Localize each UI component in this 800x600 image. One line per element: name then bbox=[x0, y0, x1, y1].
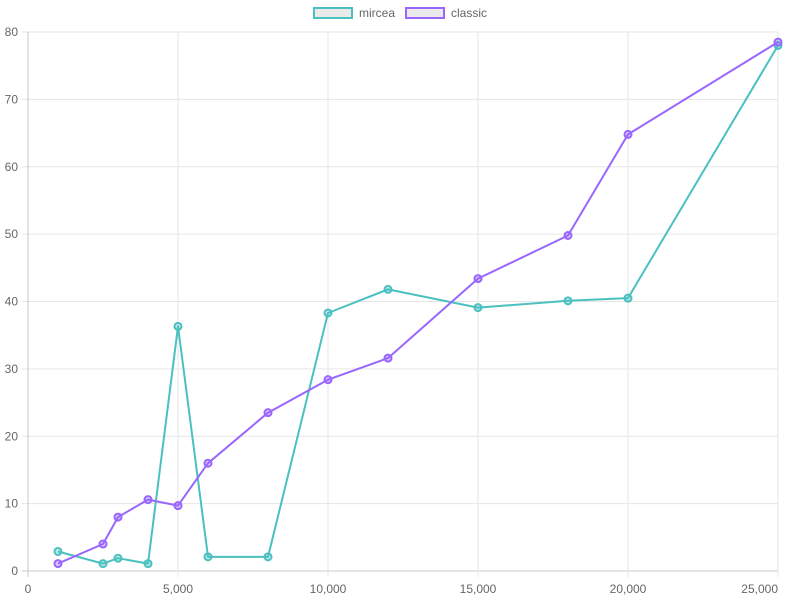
data-point-classic bbox=[143, 495, 153, 505]
data-point-classic bbox=[203, 458, 213, 468]
data-point-mircea bbox=[323, 308, 333, 318]
y-tick-label: 80 bbox=[5, 25, 19, 39]
data-point-mircea bbox=[98, 559, 108, 569]
data-point-mircea bbox=[263, 552, 273, 562]
data-point-classic bbox=[623, 129, 633, 139]
data-point-mircea bbox=[383, 284, 393, 294]
series-line-classic bbox=[57, 41, 779, 565]
legend-label-mircea: mircea bbox=[358, 6, 395, 20]
data-point-mircea bbox=[473, 303, 483, 313]
data-point-classic bbox=[773, 37, 783, 47]
data-point-classic bbox=[473, 274, 483, 284]
legend-swatch-mircea bbox=[312, 7, 353, 19]
y-tick-label: 10 bbox=[5, 497, 19, 511]
x-tick-label: 20,000 bbox=[610, 582, 647, 596]
x-tick-label: 15,000 bbox=[460, 582, 497, 596]
y-tick-label: 70 bbox=[5, 92, 19, 106]
data-point-classic bbox=[563, 230, 573, 240]
data-point-mircea bbox=[113, 553, 123, 563]
data-point-mircea bbox=[143, 559, 153, 569]
data-point-classic bbox=[383, 353, 393, 363]
x-tick-label: 10,000 bbox=[310, 582, 347, 596]
y-tick-label: 60 bbox=[5, 160, 19, 174]
legend-label-classic: classic bbox=[451, 6, 488, 20]
data-point-classic bbox=[113, 512, 123, 522]
legend-item-mircea[interactable]: mircea bbox=[312, 6, 395, 20]
tick-labels: 0 10 20 30 40 50 60 70 80 0 5,000 10,000 15,000 20,00… bbox=[5, 25, 779, 596]
data-point-mircea bbox=[203, 552, 213, 562]
x-tick-label: 25,000 bbox=[741, 582, 778, 596]
x-tick-label: 0 bbox=[25, 582, 32, 596]
legend-swatch-classic bbox=[405, 7, 445, 19]
data-point-mircea bbox=[173, 321, 183, 331]
series-layer bbox=[53, 37, 783, 569]
x-tick-label: 5,000 bbox=[163, 582, 193, 596]
data-point-classic bbox=[53, 559, 63, 569]
data-point-mircea bbox=[563, 296, 573, 306]
grid-lines bbox=[22, 31, 779, 577]
data-point-classic bbox=[98, 539, 108, 549]
y-tick-label: 50 bbox=[5, 227, 19, 241]
data-point-classic bbox=[323, 375, 333, 385]
y-tick-label: 30 bbox=[5, 362, 19, 376]
data-point-classic bbox=[263, 408, 273, 418]
y-tick-label: 20 bbox=[5, 429, 19, 443]
y-tick-label: 40 bbox=[5, 295, 19, 309]
legend-item-classic[interactable]: classic bbox=[405, 6, 487, 20]
legend: mircea classic bbox=[0, 6, 800, 20]
y-tick-label: 0 bbox=[11, 564, 18, 578]
data-point-mircea bbox=[623, 293, 633, 303]
data-point-classic bbox=[173, 501, 183, 511]
data-point-mircea bbox=[53, 546, 63, 556]
series-line-mircea bbox=[57, 44, 779, 565]
